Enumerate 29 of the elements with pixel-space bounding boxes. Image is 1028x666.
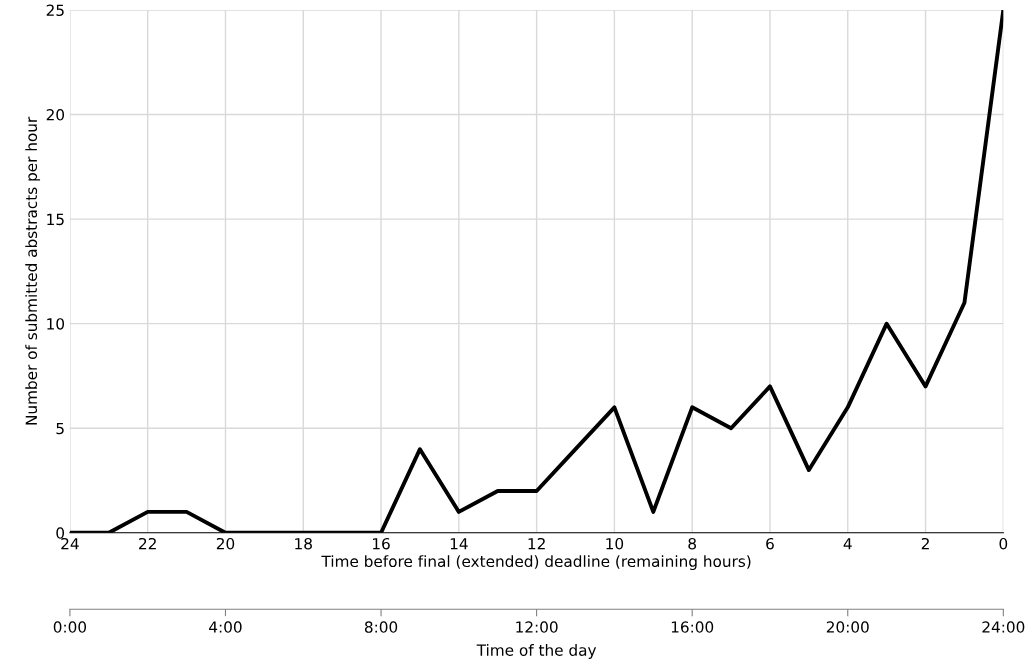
x-tick-label: 2	[921, 537, 929, 550]
y-axis-title: Number of submitted abstracts per hour	[25, 116, 41, 425]
y-tick-label: 15	[47, 213, 64, 226]
y-tick-label: 0	[56, 527, 65, 539]
x-tick-label: 14	[450, 538, 468, 550]
x2-axis-title: Time of the day	[476, 644, 597, 659]
x-tick-label: 10	[606, 537, 624, 550]
y-tick-label: 25	[46, 4, 64, 17]
x-tick-label: 4	[843, 538, 852, 550]
x2-tick-label: 0:00	[53, 621, 87, 633]
x2-tick-label: 4:00	[209, 621, 242, 633]
y-tick-label: 10	[47, 318, 65, 330]
x-tick-label: 16	[373, 537, 390, 550]
x-tick-label: 12	[528, 537, 545, 550]
y-tick-label: 20	[46, 109, 65, 121]
x-tick-label: 6	[766, 537, 774, 550]
x-tick-label: 24	[61, 537, 79, 550]
x-tick-label: 18	[295, 537, 312, 550]
x2-tick-label: 12:00	[516, 621, 558, 633]
x2-tick-label: 8:00	[364, 621, 398, 633]
x-tick-label: 22	[139, 537, 156, 550]
x-axis-title: Time before final (extended) deadline (remaining hours)	[321, 555, 751, 571]
x2-tick-label: 20:00	[826, 621, 869, 633]
x2-tick-label: 16:00	[671, 621, 714, 633]
x-tick-label: 8	[688, 537, 696, 550]
y-tick-label: 5	[56, 422, 64, 435]
x2-tick-label: 24:00	[982, 621, 1025, 633]
x-tick-label: 0	[999, 537, 1008, 550]
x-tick-label: 20	[216, 537, 235, 550]
